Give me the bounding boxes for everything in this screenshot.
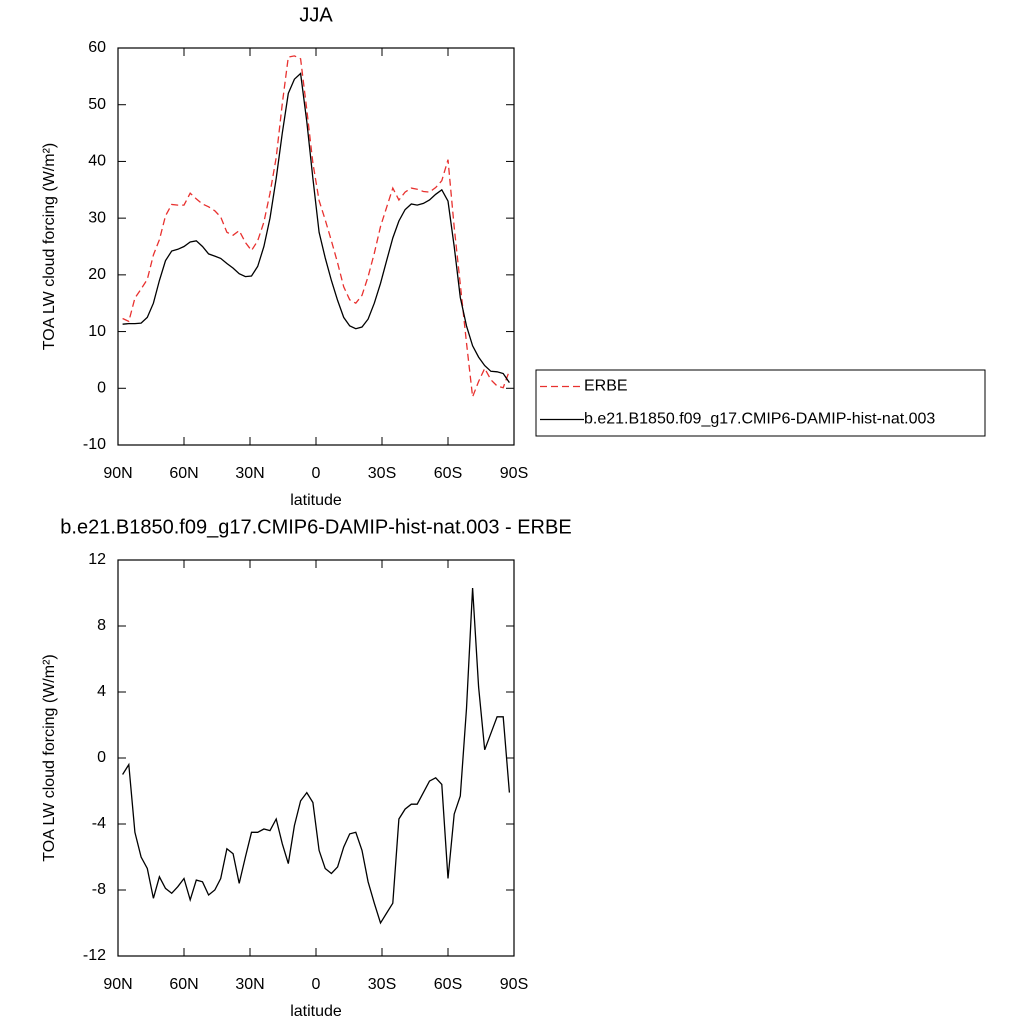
y-tick-label: 0	[97, 749, 106, 766]
plot-frame	[117, 559, 515, 957]
x-tick-label: 90N	[103, 465, 132, 482]
data-line	[122, 587, 511, 925]
x-tick-label: 30S	[368, 976, 396, 993]
data-line	[122, 72, 510, 383]
y-tick-label: 40	[88, 153, 106, 170]
y-tick-label: 50	[88, 96, 106, 113]
x-tick-label: 0	[312, 976, 321, 993]
y-tick-label: -8	[92, 881, 106, 898]
y-axis-label: TOA LW cloud forcing (W/m²)	[41, 654, 58, 861]
chart-title: JJA	[299, 4, 333, 26]
legend-label: ERBE	[584, 378, 628, 395]
y-tick-label: 30	[88, 209, 106, 226]
y-tick-label: 12	[88, 551, 106, 568]
y-tick-label: -10	[83, 436, 106, 453]
x-tick-label: 30S	[368, 465, 396, 482]
x-tick-label: 30N	[235, 976, 264, 993]
x-tick-label: 60S	[434, 465, 462, 482]
x-tick-label: 30N	[235, 465, 264, 482]
y-tick-label: 20	[88, 266, 106, 283]
y-tick-label: 60	[88, 39, 106, 56]
y-tick-label: 8	[97, 617, 106, 634]
x-tick-label: 90S	[500, 976, 528, 993]
y-axis-label: TOA LW cloud forcing (W/m²)	[41, 143, 58, 350]
data-line	[122, 55, 511, 398]
x-tick-label: 90S	[500, 465, 528, 482]
legend-label: b.e21.B1850.f09_g17.CMIP6-DAMIP-hist-nat…	[584, 411, 935, 428]
y-tick-label: -12	[83, 947, 106, 964]
x-tick-label: 60N	[169, 465, 198, 482]
x-axis-label: latitude	[290, 492, 342, 509]
y-tick-label: 0	[97, 380, 106, 397]
legend-box	[535, 369, 986, 437]
plot-frame	[117, 47, 515, 446]
x-tick-label: 0	[312, 465, 321, 482]
y-tick-label: 4	[97, 683, 106, 700]
chart-title: b.e21.B1850.f09_g17.CMIP6-DAMIP-hist-nat…	[60, 516, 571, 538]
x-tick-label: 60N	[169, 976, 198, 993]
y-tick-label: 10	[88, 323, 106, 340]
y-tick-label: -4	[92, 815, 106, 832]
x-axis-label: latitude	[290, 1003, 342, 1020]
x-tick-label: 60S	[434, 976, 462, 993]
x-tick-label: 90N	[103, 976, 132, 993]
